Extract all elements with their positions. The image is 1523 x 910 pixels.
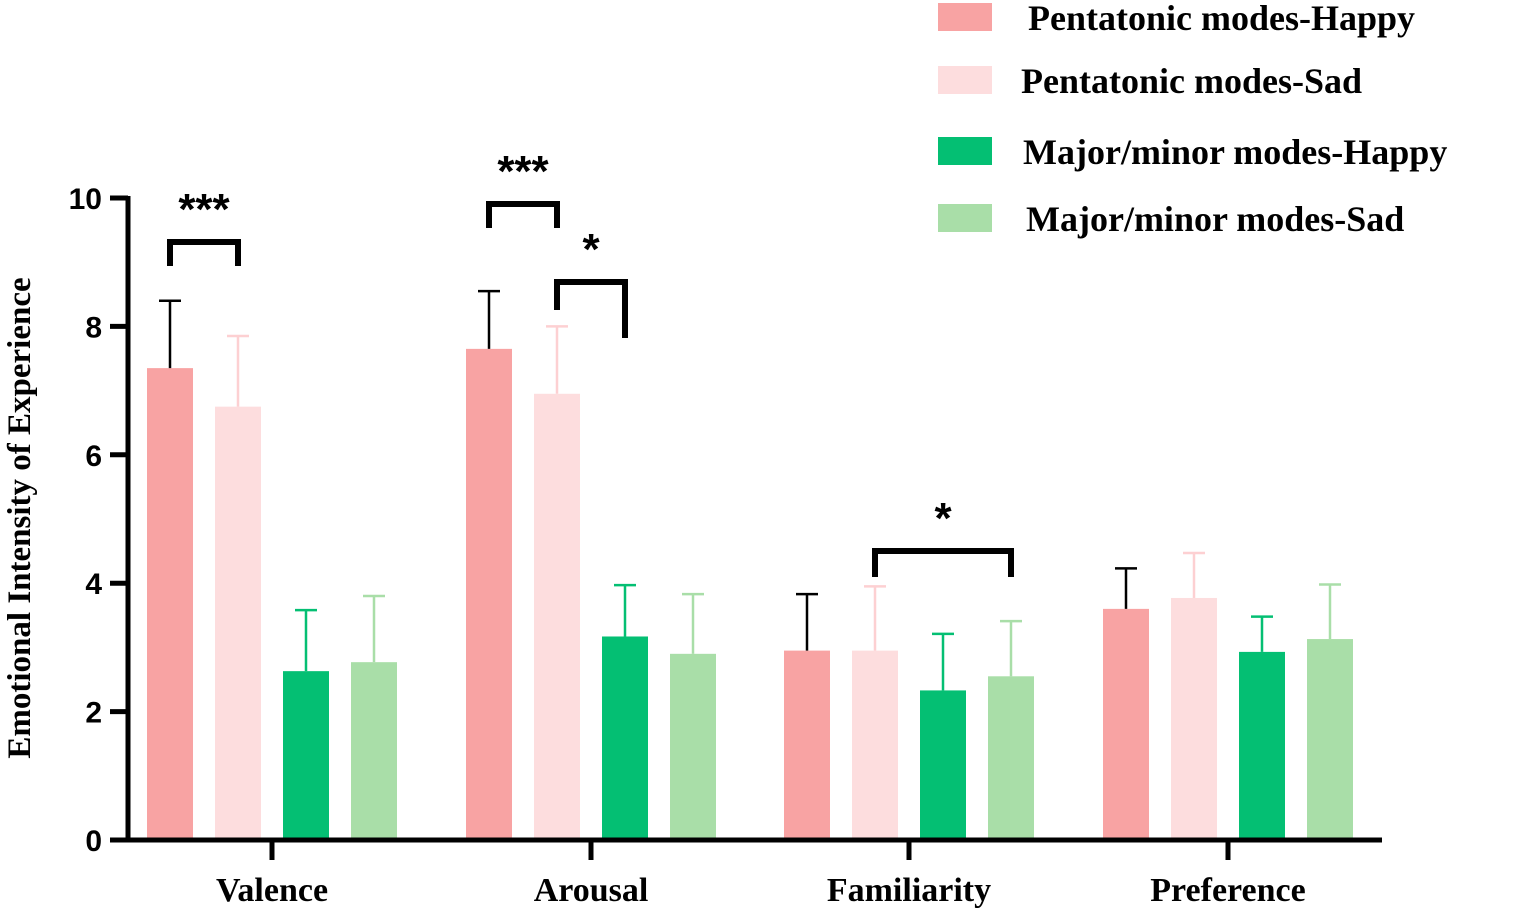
bar: [670, 653, 716, 840]
error-bar: [1319, 583, 1341, 640]
bar: [1239, 651, 1285, 840]
bar: [988, 676, 1034, 840]
bar: [351, 662, 397, 840]
significance-layer: ********: [167, 147, 1014, 577]
legend-label: Major/minor modes-Happy: [1023, 132, 1447, 172]
bars-layer: [147, 348, 1353, 840]
bracket-line: [554, 279, 628, 338]
error-bar: [295, 608, 317, 672]
significance-bracket: [872, 548, 1014, 577]
error-bar: [932, 632, 954, 691]
significance-bracket: [554, 279, 628, 338]
error-bar: [159, 299, 181, 369]
legend: Pentatonic modes-Happy Pentatonic modes-S…: [938, 0, 1447, 239]
legend-swatch: [938, 137, 992, 165]
x-tick-label: Valence: [216, 872, 328, 909]
legend-swatch: [938, 66, 992, 94]
y-tick-label: 4: [85, 568, 102, 601]
significance-label: ***: [497, 147, 549, 196]
bracket-line: [167, 239, 241, 266]
error-bar: [363, 594, 385, 663]
significance-bracket: [486, 201, 560, 228]
error-bars-layer: [159, 289, 1341, 691]
error-bar: [796, 592, 818, 651]
bar: [1103, 608, 1149, 840]
significance-label: *: [934, 494, 952, 543]
bar: [1307, 639, 1353, 840]
legend-label: Major/minor modes-Sad: [1026, 199, 1404, 239]
axes-layer: 0 2 4 6 8 10 Valence Arousal Familiarity Preferen…: [69, 183, 1382, 909]
error-bar: [614, 583, 636, 637]
error-bar: [478, 289, 500, 349]
significance-bracket: [167, 239, 241, 266]
bar: [215, 406, 261, 840]
error-bar: [1183, 551, 1205, 598]
error-bar: [682, 592, 704, 654]
error-bar: [1115, 567, 1137, 609]
legend-label: Pentatonic modes-Sad: [1021, 61, 1362, 101]
error-bar: [864, 585, 886, 651]
y-tick-label: 8: [85, 311, 102, 344]
bar: [534, 393, 580, 840]
x-tick-label: Familiarity: [827, 872, 991, 909]
legend-swatch: [938, 204, 992, 232]
bar: [147, 368, 193, 840]
error-bar: [1251, 615, 1273, 652]
bar: [1171, 597, 1217, 840]
significance-label: *: [582, 225, 600, 274]
bar: [784, 650, 830, 840]
significance-label: ***: [178, 185, 230, 234]
x-tick-label: Preference: [1150, 872, 1305, 909]
error-bar: [227, 334, 249, 407]
y-tick-label: 10: [69, 183, 102, 216]
bar: [466, 348, 512, 840]
y-tick-label: 0: [85, 825, 102, 858]
bracket-line: [872, 548, 1014, 577]
bar: [852, 650, 898, 840]
y-tick-label: 2: [85, 697, 102, 730]
bar: [920, 690, 966, 840]
bar: [283, 671, 329, 840]
bracket-line: [486, 201, 560, 228]
legend-label: Pentatonic modes-Happy: [1028, 0, 1415, 38]
x-tick-label: Arousal: [534, 872, 649, 909]
y-axis-title: Emotional Intensity of Experience: [2, 277, 38, 758]
legend-swatch: [938, 3, 992, 31]
error-bar: [1000, 619, 1022, 677]
bar: [602, 636, 648, 840]
error-bar: [546, 325, 568, 394]
y-tick-label: 6: [85, 440, 102, 473]
